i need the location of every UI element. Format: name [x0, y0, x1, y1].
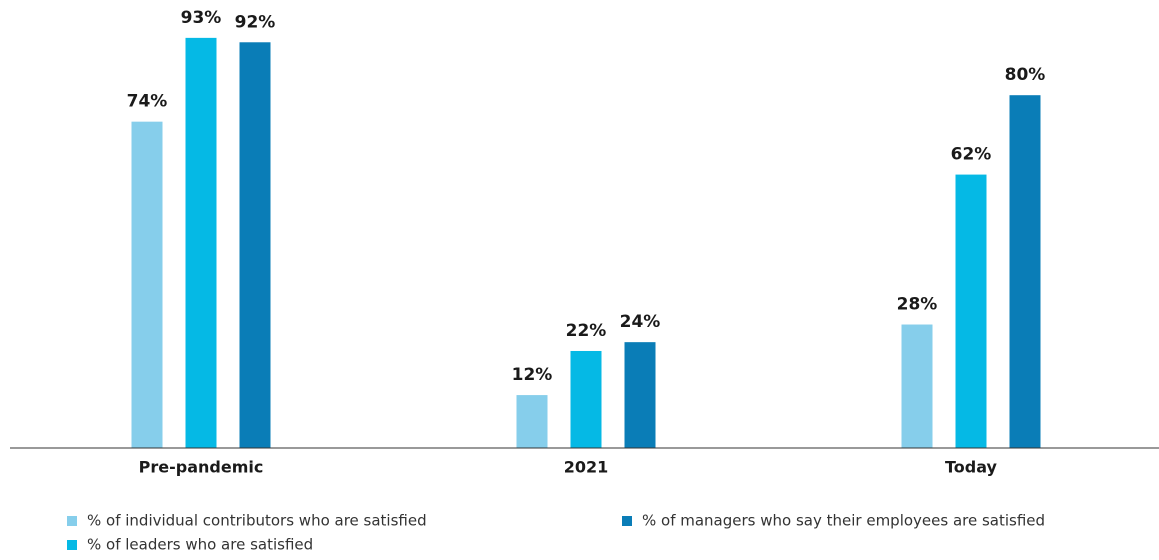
x-tick-label: Pre-pandemic [139, 458, 264, 477]
value-label: 93% [181, 8, 222, 28]
legend-label: % of managers who say their employees ar… [642, 512, 1045, 530]
legend-swatch [622, 516, 632, 526]
bar [185, 37, 217, 449]
x-tick-label: 2021 [564, 458, 609, 477]
x-tick-label: Today [945, 458, 998, 477]
bar [516, 395, 548, 448]
value-label: 12% [512, 365, 553, 385]
legend-swatch [67, 516, 77, 526]
bar [131, 121, 163, 448]
value-label: 92% [235, 12, 276, 32]
bar [1009, 95, 1041, 448]
bar [901, 324, 933, 448]
bar [570, 350, 602, 448]
value-label: 22% [566, 321, 607, 341]
value-label: 24% [620, 312, 661, 332]
value-label: 28% [897, 295, 938, 315]
legend-label: % of individual contributors who are sat… [87, 512, 427, 530]
bar [239, 42, 271, 448]
legend-swatch [67, 540, 77, 550]
bar [955, 174, 987, 448]
value-label: 74% [127, 92, 168, 112]
bar [624, 342, 656, 448]
value-label: 80% [1005, 65, 1046, 85]
legend-label: % of leaders who are satisfied [87, 536, 313, 554]
value-label: 62% [951, 145, 992, 165]
